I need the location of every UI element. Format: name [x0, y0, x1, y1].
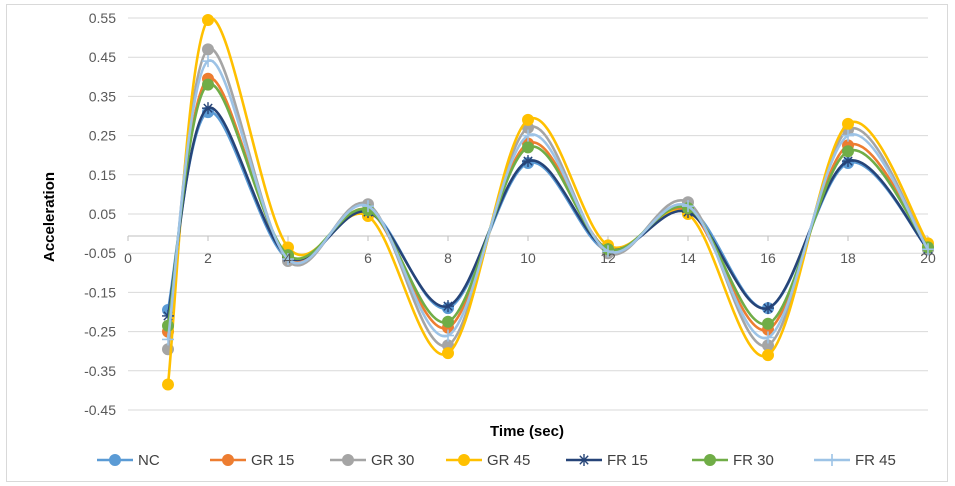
x-axis-title: Time (sec) — [490, 423, 564, 440]
series-gr-45-point — [442, 347, 454, 360]
series-fr-45-point — [922, 243, 934, 256]
legend-nc-label: NC — [138, 452, 160, 469]
legend-fr-30-point — [704, 454, 716, 466]
x-tick-label: 2 — [204, 250, 212, 266]
series-fr-30-point — [522, 141, 534, 154]
gridlines — [128, 17, 928, 411]
y-axis-title: Acceleration — [41, 172, 58, 262]
tick-labels: 0.55 0.45 0.35 0.25 0.15 0.05 -0.05 -0.15 -0.25 -… — [84, 10, 936, 418]
legend-gr-45-point — [458, 454, 470, 466]
series-gr-45-point — [762, 349, 774, 362]
series-fr-45-point — [362, 200, 374, 213]
y-tick-label: 0.25 — [89, 128, 116, 144]
x-tick-label: 18 — [840, 250, 856, 266]
series-fr-45-line — [166, 59, 930, 340]
x-tick-label: 20 — [920, 250, 936, 266]
x-tick-label: 8 — [444, 250, 452, 266]
x-tick-label: 12 — [600, 250, 616, 266]
series-fr-15-point — [522, 155, 534, 168]
series-fr-45-point — [282, 253, 294, 266]
series-gr-45-line — [166, 17, 930, 385]
legend-fr-45: FR 45 — [814, 452, 896, 469]
series-gr-15-line — [166, 77, 930, 332]
y-tick-label: -0.25 — [84, 324, 116, 340]
series-fr-45-point — [842, 129, 854, 142]
series-gr-45-point — [202, 13, 214, 26]
legend: NC GR 15 GR 30 GR 45 FR 15 FR 30 FR 45 — [97, 452, 896, 469]
series-fr-15-point — [442, 300, 454, 313]
y-tick-label: 0.55 — [89, 10, 116, 26]
y-tick-label: -0.15 — [84, 284, 116, 300]
series-fr-45-point — [682, 200, 694, 213]
series-fr-45 — [162, 55, 934, 346]
legend-gr-15: GR 15 — [210, 452, 294, 469]
legend-nc-point — [109, 454, 121, 466]
series-fr-30-line — [166, 83, 930, 326]
series-fr-45-point — [602, 245, 614, 258]
y-tick-label: 0.45 — [89, 49, 116, 65]
y-tick-label: -0.45 — [84, 402, 116, 418]
x-tick-label: 6 — [364, 250, 372, 266]
legend-gr-30-point — [342, 454, 354, 466]
y-tick-label: 0.05 — [89, 206, 116, 222]
legend-fr-15-label: FR 15 — [607, 452, 648, 469]
y-tick-label: 0.35 — [89, 88, 116, 104]
x-tick-label: 14 — [680, 250, 696, 266]
series-fr-30-point — [842, 145, 854, 158]
chart-frame — [6, 4, 948, 482]
legend-gr-30-label: GR 30 — [371, 452, 414, 469]
y-tick-label: -0.05 — [84, 245, 116, 261]
legend-gr-15-label: GR 15 — [251, 452, 294, 469]
legend-gr-30: GR 30 — [330, 452, 414, 469]
series-gr-45-point — [522, 113, 534, 126]
series-fr-15-line — [166, 106, 929, 317]
y-tick-label: -0.35 — [84, 363, 116, 379]
series-fr-30-point — [762, 317, 774, 330]
legend-gr-15-point — [222, 454, 234, 466]
series-gr-45-point — [842, 117, 854, 130]
series-lines — [162, 13, 934, 391]
x-tick-label: 0 — [124, 250, 132, 266]
legend-fr-15-point — [578, 454, 590, 466]
legend-fr-45-point — [826, 454, 838, 466]
x-tick-label: 16 — [760, 250, 776, 266]
legend-fr-15: FR 15 — [566, 452, 648, 469]
y-tick-label: 0.15 — [89, 167, 116, 183]
series-fr-15-point — [202, 102, 214, 115]
series-fr-15-point — [762, 302, 774, 315]
series-gr-45-point — [162, 378, 174, 391]
x-tick-label: 4 — [284, 250, 292, 266]
series-fr-45-point — [162, 333, 174, 346]
series-fr-45-point — [762, 331, 774, 344]
legend-fr-45-label: FR 45 — [855, 452, 896, 469]
series-gr-30-point — [202, 43, 214, 56]
series-fr-45-point — [442, 329, 454, 342]
series-gr-30-line — [166, 47, 930, 350]
legend-gr-45-label: GR 45 — [487, 452, 530, 469]
legend-fr-30: FR 30 — [692, 452, 774, 469]
axes — [127, 235, 929, 241]
x-tick-label: 10 — [520, 250, 536, 266]
legend-fr-30-label: FR 30 — [733, 452, 774, 469]
legend-nc: NC — [97, 452, 160, 469]
series-fr-45-point — [202, 55, 214, 68]
legend-gr-45: GR 45 — [446, 452, 530, 469]
series-fr-30-point — [202, 78, 214, 91]
series-fr-45-point — [522, 129, 534, 142]
series-fr-30-point — [442, 315, 454, 328]
